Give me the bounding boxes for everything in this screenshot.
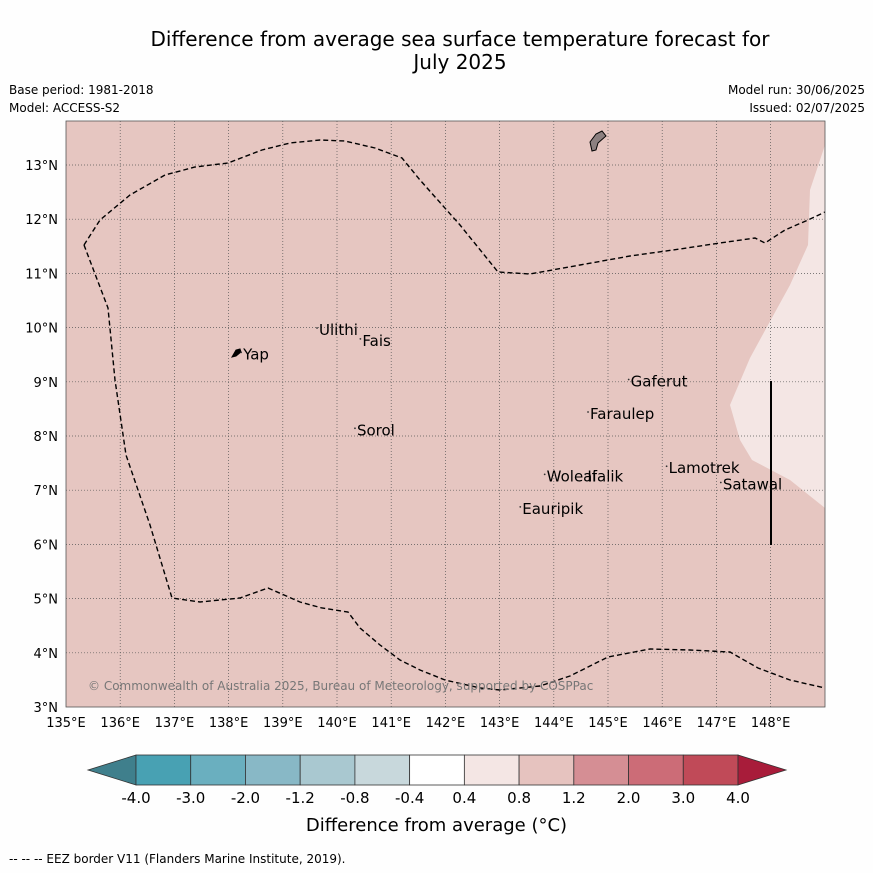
x-tick-label: 141°E — [371, 716, 411, 731]
colorbar-label: Difference from average (°C) — [305, 815, 568, 836]
colorbar-tick-label: 0.8 — [507, 789, 531, 807]
colorbar-segment — [190, 754, 246, 786]
meta-left: Base period: 1981-2018 Model: ACCESS-S2 — [9, 81, 154, 117]
place-marker — [587, 411, 589, 413]
y-tick-label: 11°N — [25, 267, 58, 282]
colorbar-tick-label: 1.2 — [562, 789, 586, 807]
x-tick-label: 148°E — [751, 716, 791, 731]
x-tick-label: 140°E — [317, 716, 357, 731]
y-tick-label: 6°N — [34, 538, 59, 553]
colorbar-tick-label: 2.0 — [617, 789, 641, 807]
anomaly-fill-main — [66, 121, 825, 707]
colorbar-tick-label: 3.0 — [671, 789, 695, 807]
place-label: Eauripik — [522, 500, 583, 518]
eez-border-north — [83, 139, 825, 275]
y-tick-label: 10°N — [25, 322, 58, 337]
y-tick-label: 9°N — [34, 376, 59, 391]
grid-lines — [66, 121, 825, 707]
x-tick-label: 138°E — [209, 716, 249, 731]
place-label: Gaferut — [631, 373, 688, 391]
yap-island — [230, 348, 242, 358]
place-label: Sorol — [357, 421, 395, 439]
y-tick-label: 12°N — [25, 213, 58, 228]
copyright-text: © Commonwealth of Australia 2025, Bureau… — [88, 679, 593, 693]
colorbar-tick-label: -0.4 — [395, 789, 424, 807]
footer-note: -- -- -- EEZ border V11 (Flanders Marine… — [9, 852, 346, 866]
x-tick-label: 137°E — [155, 716, 195, 731]
place-label: Fais — [362, 332, 391, 350]
colorbar-tick-label: -0.8 — [340, 789, 369, 807]
place-marker — [519, 505, 522, 508]
y-axis-ticks: 3°N 4°N 5°N 6°N 7°N 8°N 9°N 10°N 11°N 12°N 13°N — [25, 159, 58, 716]
y-tick-label: 5°N — [34, 593, 59, 608]
place-marker — [627, 378, 630, 381]
colorbar-segment — [518, 754, 575, 786]
issued-date: Issued: 02/07/2025 — [749, 101, 865, 115]
place-marker — [719, 481, 722, 484]
place-marker — [240, 351, 243, 354]
colorbar: -4.0 -3.0 -2.0 -1.2 -0.8 -0.4 0.4 0.8 1.2 2.0 3.0 4… — [86, 754, 788, 807]
colorbar-segment — [299, 754, 356, 786]
x-tick-label: 136°E — [100, 716, 140, 731]
map-frame — [65, 120, 826, 708]
base-period: Base period: 1981-2018 — [9, 83, 154, 97]
colorbar-tick-label: 4.0 — [726, 789, 750, 807]
colorbar-segment — [354, 754, 411, 786]
colorbar-segment — [682, 754, 739, 786]
x-tick-label: 139°E — [263, 716, 303, 731]
x-tick-label: 143°E — [480, 716, 520, 731]
y-tick-label: 4°N — [34, 647, 59, 662]
colorbar-tick-label: -3.0 — [176, 789, 205, 807]
colorbar-tick-label: -2.0 — [231, 789, 260, 807]
x-axis-ticks: 135°E 136°E 137°E 138°E 139°E 140°E 141°E 142°E… — [46, 716, 790, 731]
x-tick-label: 147°E — [697, 716, 737, 731]
x-tick-label: 142°E — [426, 716, 466, 731]
map-title: Difference from average sea surface temp… — [0, 28, 873, 74]
colorbar-tick-label: -4.0 — [121, 789, 150, 807]
y-tick-label: 13°N — [25, 159, 58, 174]
colorbar-segment — [628, 754, 684, 786]
colorbar-extend-high — [737, 754, 788, 786]
place-marker — [316, 327, 318, 329]
colorbar-tick-label: -1.2 — [286, 789, 315, 807]
place-label: Faraulep — [590, 405, 654, 423]
place-label: Lamotrek — [669, 459, 740, 477]
x-tick-label: 135°E — [46, 716, 86, 731]
place-label: Ulithi — [319, 321, 358, 339]
colorbar-segment — [409, 754, 465, 786]
meta-right: Model run: 30/06/2025 Issued: 02/07/2025 — [728, 81, 865, 117]
colorbar-tick-label: 0.4 — [452, 789, 476, 807]
place-marker — [359, 337, 362, 340]
colorbar-segment — [135, 754, 192, 786]
anomaly-fill-light — [730, 145, 825, 508]
place-marker — [665, 465, 668, 468]
colorbar-segment — [245, 754, 301, 786]
colorbar-segment — [463, 754, 520, 786]
x-tick-label: 145°E — [588, 716, 628, 731]
place-marker — [584, 473, 587, 476]
place-label: Satawal — [723, 475, 782, 493]
place-marker — [543, 473, 546, 476]
colorbar-segment — [573, 754, 629, 786]
map-title-line2: July 2025 — [413, 50, 507, 74]
y-tick-label: 8°N — [34, 430, 59, 445]
x-tick-label: 146°E — [642, 716, 682, 731]
model-name: Model: ACCESS-S2 — [9, 101, 121, 115]
place-label: Woleai — [547, 467, 597, 485]
map-title-line1: Difference from average sea surface temp… — [150, 27, 770, 51]
place-marker — [354, 427, 356, 430]
y-tick-label: 3°N — [34, 701, 59, 716]
place-label: Ifalik — [587, 467, 623, 485]
place-label: Yap — [242, 345, 269, 363]
model-run: Model run: 30/06/2025 — [727, 83, 865, 97]
x-tick-label: 144°E — [534, 716, 574, 731]
y-tick-label: 7°N — [34, 484, 59, 499]
guam-island — [589, 130, 607, 152]
colorbar-extend-low — [86, 754, 137, 786]
